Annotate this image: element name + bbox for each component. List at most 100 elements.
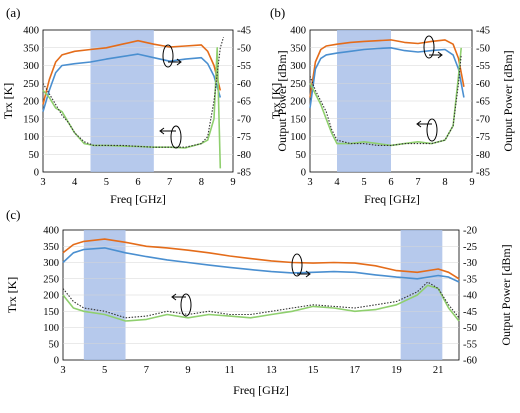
x-tick-label-a-4: 4 xyxy=(72,177,78,188)
y2-tick-label-a-m55: -55 xyxy=(237,61,251,72)
y-axis-label-a: Trx [K] xyxy=(1,83,15,120)
y-tick-label-b-150: 150 xyxy=(290,114,306,125)
x-tick-label-b-7: 7 xyxy=(415,177,420,188)
y2-tick-label-c-m60: -60 xyxy=(463,356,477,367)
x-tick-label-c-3: 3 xyxy=(60,365,65,376)
y2-tick-label-c-m40: -40 xyxy=(463,291,477,302)
series-line-c-black-dotted xyxy=(62,281,460,319)
panel-label-b: (b) xyxy=(270,5,285,20)
y2-tick-label-b-m85: -85 xyxy=(476,168,490,179)
x-tick-label-a-6: 6 xyxy=(135,177,140,188)
x-tick-label-b-6: 6 xyxy=(388,177,393,188)
x-axis-label-c: Freq [GHz] xyxy=(233,383,289,397)
y-tick-label-b-50: 50 xyxy=(296,150,307,161)
y2-tick-label-b-m60: -60 xyxy=(476,79,490,90)
x-tick-label-b-3: 3 xyxy=(307,177,312,188)
y2-tick-label-a-m50: -50 xyxy=(237,43,251,54)
x-tick-label-b-9: 9 xyxy=(469,177,474,188)
x-tick-label-c-17: 17 xyxy=(350,365,361,376)
x-tick-label-c-19: 19 xyxy=(391,365,402,376)
x-tick-label-c-15: 15 xyxy=(308,365,319,376)
x-tick-label-c-7: 7 xyxy=(144,365,149,376)
y2-tick-label-a-m75: -75 xyxy=(237,132,251,143)
chart-panel-c: 0 50 100 150 200 250 300 350 400 -60 -55 -50 -45 -40… xyxy=(5,207,513,397)
y-tick-label-b-350: 350 xyxy=(290,43,306,54)
y-tick-label-a-50: 50 xyxy=(29,150,40,161)
y2-tick-label-c-m30: -30 xyxy=(463,258,477,269)
arrowhead-left-b xyxy=(416,120,422,128)
arrowhead-right-b xyxy=(437,51,443,59)
y2-tick-label-c-m50: -50 xyxy=(463,323,477,334)
x-tick-label-c-9: 9 xyxy=(185,365,190,376)
x-tick-label-a-8: 8 xyxy=(199,177,204,188)
x-tick-label-b-8: 8 xyxy=(442,177,447,188)
y-tick-label-a-0: 0 xyxy=(34,168,39,179)
series-line-a-blue xyxy=(42,53,222,112)
y-tick-label-a-350: 350 xyxy=(23,43,39,54)
y2-tick-label-b-m55: -55 xyxy=(476,61,490,72)
arrowhead-left-c xyxy=(171,293,177,301)
series-line-b-black-dotted xyxy=(309,54,462,146)
series-marker-ellipse-lower-a xyxy=(170,125,182,149)
x-axis-label-b: Freq [GHz] xyxy=(364,192,420,206)
y2-tick-label-a-m70: -70 xyxy=(237,114,251,125)
series-line-a-black-dotted xyxy=(42,36,225,148)
series-line-a-orange xyxy=(42,39,222,105)
x-tick-label-a-7: 7 xyxy=(167,177,172,188)
y2-tick-label-a-m60: -60 xyxy=(237,79,251,90)
y2-tick-label-a-m45: -45 xyxy=(237,26,251,37)
series-marker-ellipse-upper-a xyxy=(162,44,174,68)
series-marker-ellipse-upper-c xyxy=(291,253,303,277)
y-tick-label-c-300: 300 xyxy=(43,258,59,269)
panel-label-c: (c) xyxy=(6,207,20,222)
y-tick-label-b-250: 250 xyxy=(290,79,306,90)
series-line-c-blue xyxy=(62,247,460,283)
y2-tick-label-c-m25: -25 xyxy=(463,242,477,253)
y2-tick-label-c-m45: -45 xyxy=(463,307,477,318)
y2-tick-label-c-m20: -20 xyxy=(463,226,477,237)
y2-tick-label-b-m70: -70 xyxy=(476,114,490,125)
x-tick-label-c-5: 5 xyxy=(102,365,107,376)
y-tick-label-c-250: 250 xyxy=(43,274,59,285)
x-tick-label-b-5: 5 xyxy=(361,177,366,188)
y-tick-label-b-0: 0 xyxy=(301,168,306,179)
arrowhead-right-c xyxy=(305,270,311,278)
y-tick-label-c-50: 50 xyxy=(49,339,60,350)
chart-panel-b: 0 50 100 150 200 250 300 350 400 -85 -80 -75 -70 -65… xyxy=(269,5,515,206)
x-axis-label-a: Freq [GHz] xyxy=(110,192,166,206)
y2-tick-label-b-m80: -80 xyxy=(476,150,490,161)
chart-panel-a: 0 50 100 150 200 250 300 350 400 -85 -80 -75 -70 -65… xyxy=(1,5,289,206)
x-tick-label-c-11: 11 xyxy=(225,365,235,376)
y-tick-label-a-400: 400 xyxy=(23,26,39,37)
series-marker-ellipse-lower-c xyxy=(180,293,192,317)
y-tick-label-a-300: 300 xyxy=(23,61,39,72)
y2-tick-label-a-m80: -80 xyxy=(237,150,251,161)
y-tick-label-c-150: 150 xyxy=(43,307,59,318)
y2-tick-label-a-m85: -85 xyxy=(237,168,251,179)
series-line-c-green xyxy=(62,284,460,322)
x-tick-label-c-21: 21 xyxy=(433,365,444,376)
y2-tick-label-c-m35: -35 xyxy=(463,274,477,285)
y-tick-label-c-350: 350 xyxy=(43,242,59,253)
x-tick-label-b-4: 4 xyxy=(334,177,340,188)
series-line-b-blue xyxy=(309,46,465,109)
y-tick-label-a-200: 200 xyxy=(23,97,39,108)
y-tick-label-a-250: 250 xyxy=(23,79,39,90)
y2-axis-label-c: Output Power [dBm] xyxy=(499,244,513,345)
y2-tick-label-b-m75: -75 xyxy=(476,132,490,143)
y2-tick-label-b-m45: -45 xyxy=(476,26,490,37)
arrowhead-right-a xyxy=(176,58,182,66)
y-axis-label-c: Trx [K] xyxy=(5,277,19,314)
y2-tick-label-c-m55: -55 xyxy=(463,339,477,350)
series-marker-ellipse-upper-b xyxy=(423,35,435,59)
x-tick-label-a-3: 3 xyxy=(40,177,45,188)
x-tick-label-a-5: 5 xyxy=(104,177,109,188)
series-line-a-green xyxy=(42,46,222,169)
y2-axis-label-b: Output Power [dBm] xyxy=(501,50,515,151)
y-tick-label-b-100: 100 xyxy=(290,132,306,143)
series-line-b-orange xyxy=(309,39,465,98)
y-tick-label-a-150: 150 xyxy=(23,114,39,125)
y2-tick-label-b-m50: -50 xyxy=(476,43,490,54)
y2-tick-label-b-m65: -65 xyxy=(476,97,490,108)
